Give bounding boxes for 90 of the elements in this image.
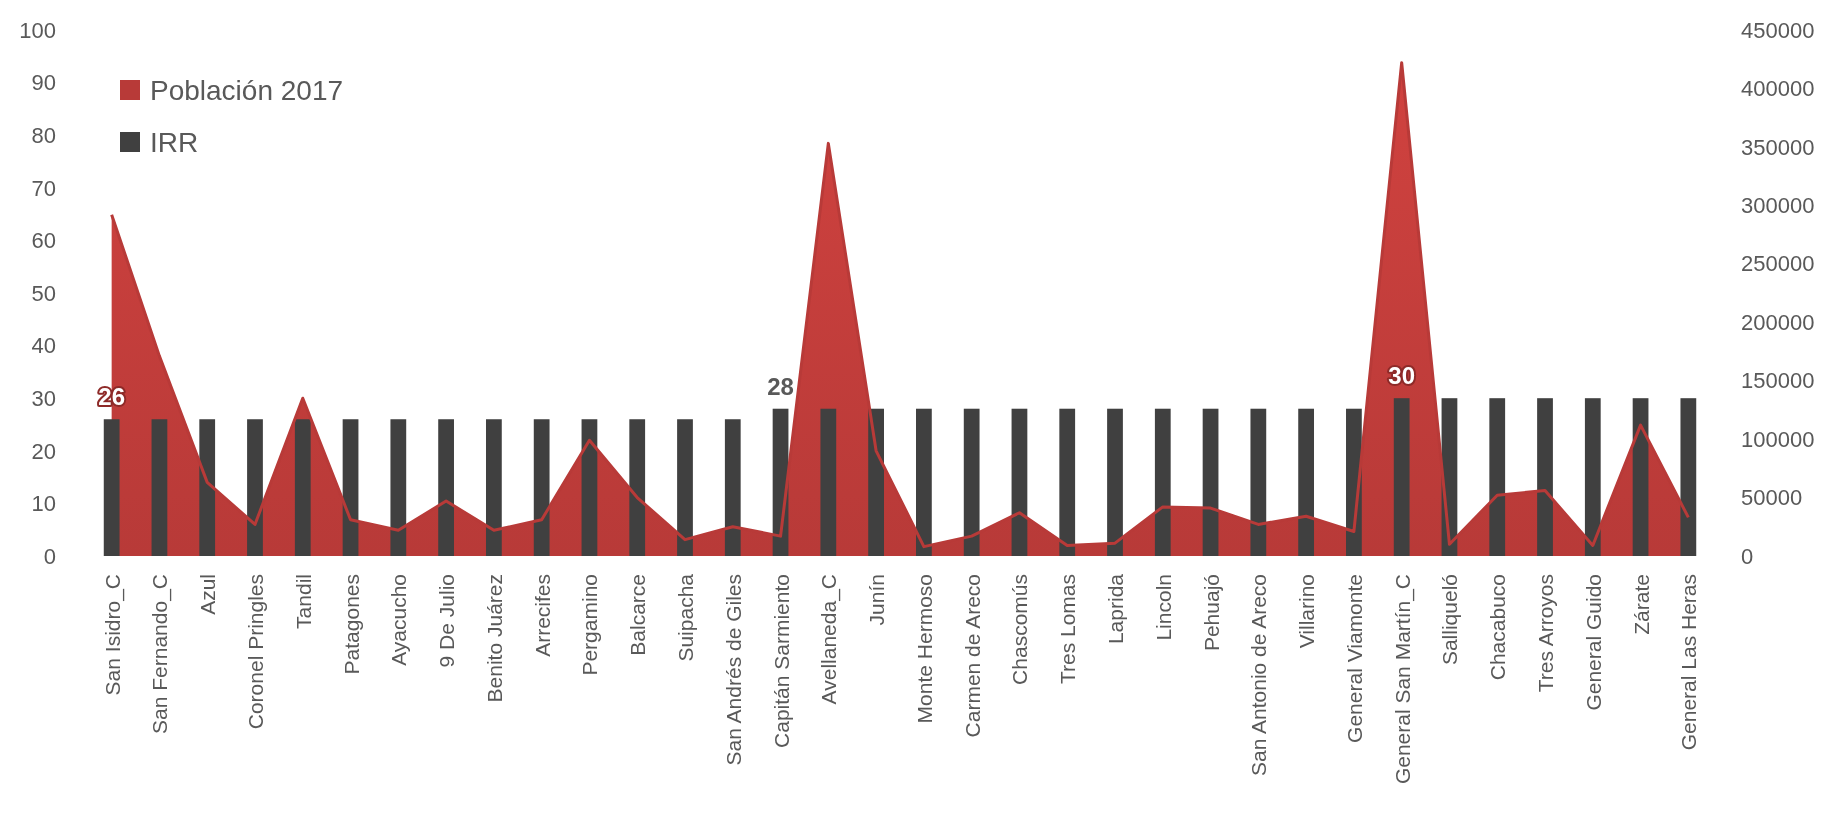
x-tick-label: Capitán Sarmiento [769,574,793,748]
y2-tick-label: 450000 [1741,17,1815,43]
y2-tick-label: 250000 [1741,251,1815,277]
bar [1011,408,1028,556]
bar [724,419,741,556]
x-tick-label: Chascomús [1008,574,1032,685]
x-tick-label: Patagones [339,574,363,675]
bar [247,419,263,556]
x-tick-label: Lincoln [1151,574,1175,641]
y-tick-label: 80 [31,122,56,148]
data-label: 30 [1388,362,1416,390]
y-tick-label: 40 [31,333,56,359]
x-tick-label: Chacabuco [1486,574,1510,681]
legend-label: IRR [150,126,199,158]
x-tick-label: Pehuajó [1199,574,1223,652]
bar [533,419,550,556]
y2-tick-label: 400000 [1741,76,1815,102]
x-tick-label: Salliqueló [1438,574,1462,666]
x-tick-label: Junín [865,574,889,626]
x-tick-label: General Guido [1581,574,1605,711]
bar [1250,408,1267,556]
bar [1298,408,1315,556]
y-tick-label: 0 [43,543,56,569]
y-tick-label: 20 [31,438,56,464]
y2-tick-label: 100000 [1741,426,1815,452]
bar [1059,408,1076,556]
bar [199,419,216,556]
y2-tick-label: 150000 [1741,368,1815,394]
bar [1680,398,1697,556]
y-tick-label: 50 [31,280,56,306]
y-tick-label: 70 [31,175,56,201]
data-label: 28 [767,372,794,400]
x-tick-label: Monte Hermoso [912,574,936,724]
x-tick-label: Tandil [291,574,315,629]
x-tick-label: Avellaneda_C [817,574,842,705]
bar [581,419,598,556]
bar [820,408,837,556]
x-tick-label: Coronel Pringles [243,574,267,730]
bar [1202,408,1219,556]
x-tick-label: Benito Juárez [482,574,506,703]
x-tick-label: Tres Arroyos [1534,574,1558,693]
x-tick-label: Arrecifes [530,574,554,657]
bar [1393,398,1410,556]
bar [342,419,359,556]
x-tick-label: General San Martín_C [1390,574,1415,785]
bar [438,419,454,556]
y-tick-label: 30 [31,385,56,411]
bar [1107,408,1123,556]
bar [294,419,311,556]
bar [916,408,932,556]
bar [1154,408,1171,556]
x-tick-label: Azul [196,574,220,615]
bar [677,419,693,556]
bar [103,419,120,556]
bar [390,419,407,556]
bar [629,419,646,556]
x-tick-label: Villarino [1295,574,1319,649]
x-tick-label: Pergamino [578,574,602,676]
y2-tick-label: 200000 [1741,309,1815,335]
x-tick-label: Ayacucho [387,574,411,666]
x-tick-label: San Isidro_C [100,574,125,696]
bar [1489,398,1506,556]
x-tick-label: General Las Heras [1677,574,1701,751]
y-tick-label: 60 [31,228,56,254]
bar [1537,398,1553,556]
y2-tick-label: 0 [1741,543,1754,569]
bar [1632,398,1649,556]
legend-label: Población 2017 [150,74,344,106]
x-tick-label: Carmen de Areco [960,574,984,738]
x-tick-label: San Andrés de Giles [721,574,745,766]
bar [963,408,980,556]
x-tick-label: 9 De Julio [435,574,459,668]
y-tick-label: 10 [31,491,56,517]
y-tick-label: 100 [19,17,56,43]
bar [151,419,168,556]
x-tick-label: Laprida [1104,573,1127,645]
x-tick-label: General Viamonte [1342,574,1366,743]
bar [1584,398,1601,556]
x-tick-label: Suipacha [674,573,697,662]
y2-tick-label: 50000 [1741,485,1803,511]
x-tick-label: San Antonio de Areco [1247,574,1271,776]
y2-tick-label: 300000 [1741,193,1815,219]
bar [868,408,884,556]
y2-tick-label: 350000 [1741,134,1815,160]
y-tick-label: 90 [31,70,56,96]
x-tick-label: Tres Lomas [1056,574,1080,685]
x-tick-label: Zárate [1629,574,1653,635]
bar [486,419,502,556]
x-tick-label: Balcarce [626,574,650,656]
x-tick-label: San Fernando_C [148,574,173,734]
